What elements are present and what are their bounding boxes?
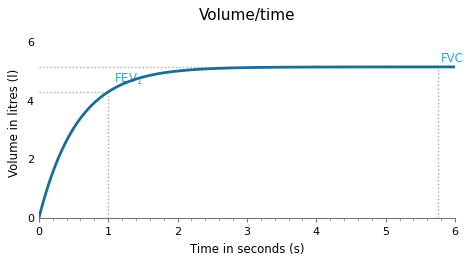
Text: FVC: FVC [441,53,464,65]
X-axis label: Time in seconds (s): Time in seconds (s) [190,243,304,256]
Y-axis label: Volume in litres (l): Volume in litres (l) [9,69,21,177]
Text: FEV$_1$: FEV$_1$ [114,72,143,87]
Title: Volume/time: Volume/time [199,8,295,23]
